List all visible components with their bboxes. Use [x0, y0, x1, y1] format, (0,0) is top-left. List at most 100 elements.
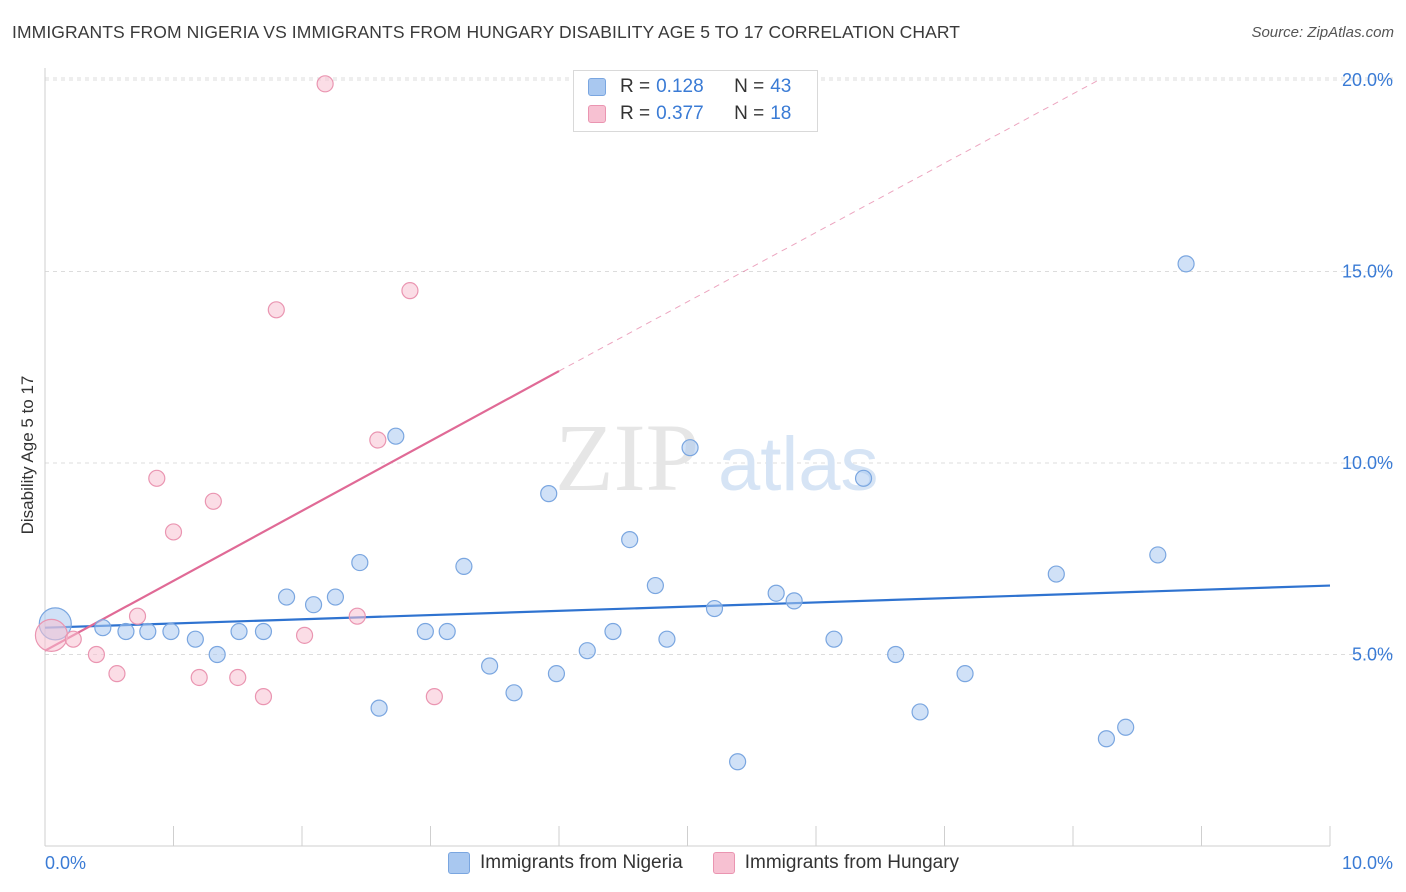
nigeria-point: [705, 599, 724, 618]
trend-line-nigeria: [44, 584, 1331, 629]
nigeria-point: [621, 530, 639, 549]
nigeria-point: [646, 576, 664, 595]
nigeria-legend-swatch: [448, 852, 470, 874]
hungary-point: [64, 630, 82, 648]
hungary-point: [34, 618, 69, 652]
nigeria-point: [326, 588, 345, 606]
nigeria-point: [208, 645, 226, 664]
watermark-zip: ZIP: [555, 404, 699, 511]
nigeria-point: [254, 622, 273, 641]
hungary-point: [267, 301, 285, 319]
nigeria-point: [785, 592, 803, 610]
nigeria-point: [455, 557, 473, 576]
hungary-legend-swatch: [712, 852, 735, 874]
nigeria-point: [387, 427, 405, 445]
y-tick-label: 20.0%: [1342, 70, 1393, 90]
nigeria-point: [854, 469, 873, 487]
grid-lines: [45, 77, 1395, 655]
nigeria-point: [911, 703, 929, 721]
r-label: R =: [620, 103, 651, 124]
nigeria-point: [351, 553, 369, 572]
hungary-point: [425, 688, 443, 706]
nigeria-point: [1047, 565, 1065, 583]
hungary-point: [369, 431, 387, 449]
correlation-legend: R = 0.128 N = 43 R = 0.377 N = 18: [573, 70, 818, 132]
nigeria-point: [825, 630, 843, 648]
nigeria-point: [277, 588, 296, 606]
nigeria-point: [1177, 255, 1195, 273]
nigeria-point: [887, 645, 905, 664]
nigeria-point: [162, 622, 180, 641]
legend-label-nigeria: Immigrants from Nigeria: [480, 852, 683, 873]
watermark: ZIP atlas: [555, 404, 879, 511]
y-axis-label: Disability Age 5 to 17: [18, 375, 37, 535]
r-value: 0.128: [656, 76, 704, 97]
nigeria-point: [117, 622, 135, 641]
hungary-point: [128, 607, 147, 625]
nigeria-point: [729, 753, 747, 771]
nigeria-swatch: [588, 78, 606, 96]
trend-line-hungary: [44, 370, 560, 652]
legend-row-nigeria: R = 0.128 N = 43: [588, 76, 791, 98]
chart-title: IMMIGRANTS FROM NIGERIA VS IMMIGRANTS FR…: [12, 22, 961, 42]
series-legend: Immigrants from Nigeria Immigrants from …: [448, 852, 989, 874]
y-tick-label: 15.0%: [1342, 262, 1393, 282]
nigeria-point: [547, 665, 566, 683]
n-value: 43: [770, 76, 792, 97]
n-label: N =: [734, 103, 765, 124]
nigeria-point: [578, 642, 596, 660]
legend-label-hungary: Immigrants from Hungary: [744, 852, 960, 873]
watermark-atlas: atlas: [718, 422, 879, 507]
nigeria-point: [1097, 730, 1116, 748]
hungary-point: [87, 645, 106, 664]
nigeria-point: [416, 622, 434, 641]
nigeria-point: [230, 622, 248, 641]
nigeria-point: [681, 439, 699, 457]
hungary-swatch: [588, 105, 606, 123]
r-label: R =: [620, 76, 651, 97]
r-value: 0.377: [656, 103, 704, 124]
hungary-point: [190, 668, 208, 687]
nigeria-point: [658, 630, 676, 648]
nigeria-point: [1149, 546, 1167, 564]
hungary-point: [295, 626, 314, 644]
tick-labels: 5.0% 10.0% 15.0% 20.0% 0.0% 10.0%: [45, 70, 1393, 873]
axes: [44, 68, 1331, 847]
x-tick-label: 10.0%: [1342, 853, 1393, 873]
n-value: 18: [770, 103, 792, 124]
nigeria-point: [438, 622, 456, 641]
hungary-point: [148, 469, 166, 487]
nigeria-point: [139, 622, 157, 641]
hungary-point: [164, 523, 183, 541]
hungary-point: [254, 688, 273, 706]
hungary-point: [204, 492, 222, 510]
hungary-point: [229, 668, 247, 687]
n-label: N =: [734, 76, 765, 97]
x-tick-label: 0.0%: [45, 853, 86, 873]
y-tick-label: 10.0%: [1342, 453, 1393, 473]
nigeria-point: [481, 657, 499, 675]
nigeria-point: [186, 630, 204, 648]
hungary-point: [316, 75, 334, 93]
nigeria-point: [505, 684, 523, 702]
trend-lines: [44, 79, 1331, 652]
trend-extension-hungary: [558, 79, 1099, 372]
nigeria-point: [370, 699, 388, 717]
source-label: Source: ZipAtlas.com: [1251, 24, 1394, 41]
nigeria-point: [956, 665, 974, 683]
hungary-point: [401, 282, 419, 300]
legend-item-hungary[interactable]: Immigrants from Hungary: [712, 852, 960, 874]
nigeria-point: [304, 596, 323, 614]
data-points: [34, 75, 1195, 771]
hungary-point: [108, 665, 126, 683]
hungary-point: [348, 607, 366, 625]
nigeria-point: [767, 584, 785, 602]
legend-item-nigeria[interactable]: Immigrants from Nigeria: [448, 852, 683, 874]
legend-row-hungary: R = 0.377 N = 18: [588, 103, 791, 125]
nigeria-point: [94, 619, 112, 637]
nigeria-point: [1117, 718, 1135, 736]
y-tick-label: 5.0%: [1352, 645, 1393, 665]
nigeria-point: [540, 485, 558, 503]
nigeria-point: [604, 622, 622, 641]
